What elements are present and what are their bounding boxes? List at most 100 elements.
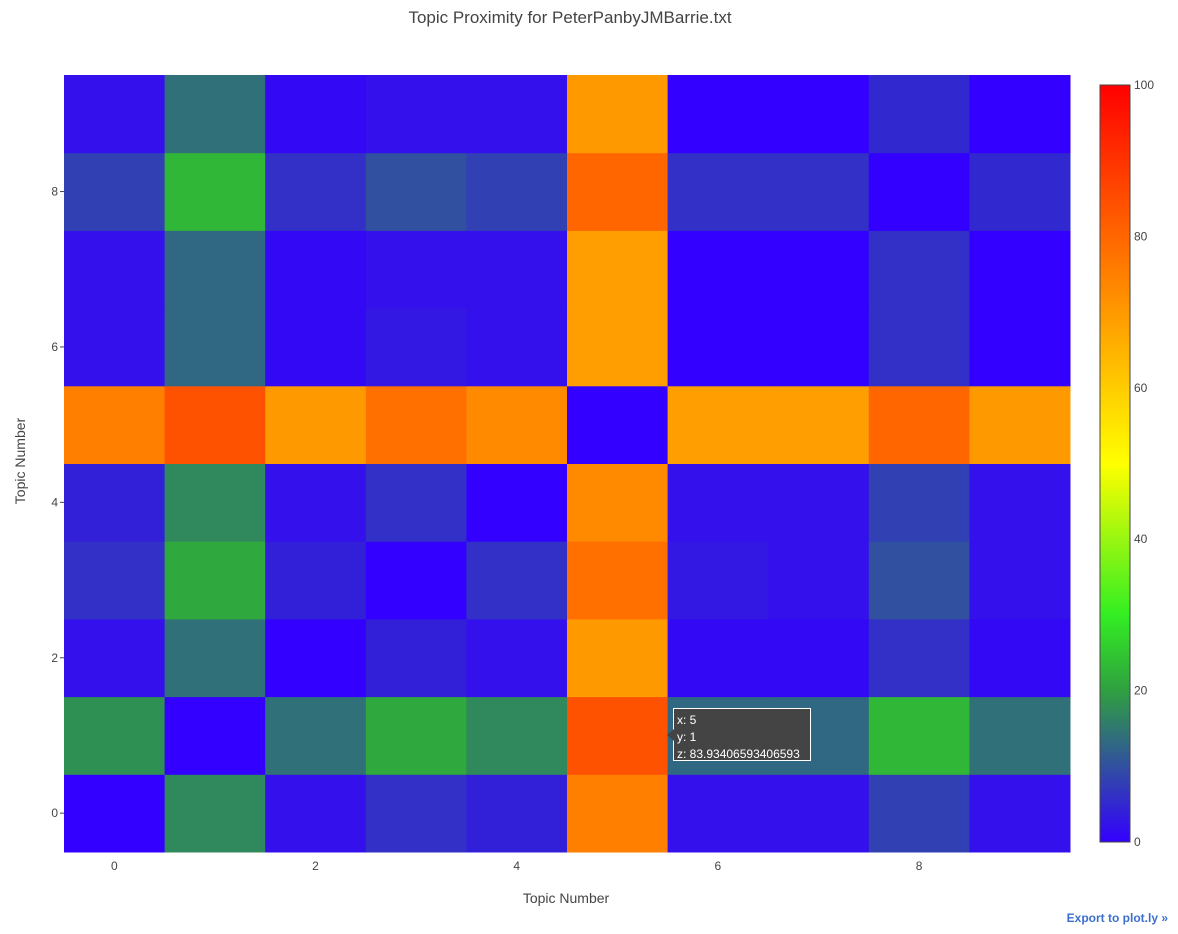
heatmap-cell-x5-y8[interactable] [567, 152, 669, 231]
heatmap-cell-x3-y8[interactable] [365, 152, 467, 231]
heatmap-cell-x2-y8[interactable] [265, 152, 367, 231]
heatmap-cell-x0-y9[interactable] [64, 75, 166, 154]
heatmap-cell-x7-y3[interactable] [768, 541, 870, 620]
heatmap-cell-x4-y8[interactable] [466, 152, 568, 231]
heatmap-cell-x0-y4[interactable] [64, 463, 166, 542]
heatmap-cell-x5-y2[interactable] [567, 618, 669, 698]
heatmap-cell-x8-y3[interactable] [868, 541, 970, 620]
heatmap-cell-x7-y0[interactable] [768, 774, 870, 853]
heatmap-cell-x0-y3[interactable] [64, 541, 166, 620]
heatmap-cell-x5-y3[interactable] [567, 541, 669, 620]
heatmap-cell-x8-y2[interactable] [868, 618, 970, 698]
heatmap-cell-x0-y8[interactable] [64, 152, 166, 231]
heatmap-cell-x0-y6[interactable] [64, 308, 166, 387]
heatmap-cell-x6-y4[interactable] [667, 463, 769, 542]
heatmap-cell-x5-y6[interactable] [567, 308, 669, 387]
heatmap-cell-x2-y9[interactable] [265, 75, 367, 154]
heatmap-cell-x1-y7[interactable] [164, 230, 266, 309]
heatmap-cell-x5-y0[interactable] [567, 774, 669, 853]
heatmap-cell-x2-y0[interactable] [265, 774, 367, 853]
heatmap-cell-x7-y5[interactable] [768, 385, 870, 464]
heatmap-cell-x6-y6[interactable] [667, 308, 769, 387]
heatmap-cell-x1-y9[interactable] [164, 75, 266, 154]
heatmap-cell-x9-y9[interactable] [969, 75, 1071, 154]
heatmap-cell-x6-y0[interactable] [667, 774, 769, 853]
heatmap-cell-x8-y0[interactable] [868, 774, 970, 853]
heatmap-cell-x4-y0[interactable] [466, 774, 568, 853]
heatmap-cell-x2-y6[interactable] [265, 308, 367, 387]
heatmap-cell-x2-y4[interactable] [265, 463, 367, 542]
heatmap-cell-x1-y5[interactable] [164, 385, 266, 464]
heatmap-cell-x3-y7[interactable] [365, 230, 467, 309]
heatmap-cell-x3-y2[interactable] [365, 618, 467, 698]
heatmap-cell-x5-y5[interactable] [567, 385, 669, 464]
heatmap-cell-x3-y6[interactable] [365, 308, 467, 387]
heatmap-cell-x0-y5[interactable] [64, 385, 166, 464]
heatmap-cell-x1-y8[interactable] [164, 152, 266, 231]
heatmap-cell-x4-y3[interactable] [466, 541, 568, 620]
heatmap-cell-x9-y0[interactable] [969, 774, 1071, 853]
heatmap-cell-x2-y1[interactable] [265, 696, 367, 775]
heatmap-cell-x9-y4[interactable] [969, 463, 1071, 542]
heatmap-cell-x6-y5[interactable] [667, 385, 769, 464]
heatmap-cell-x9-y6[interactable] [969, 308, 1071, 387]
heatmap-cell-x7-y6[interactable] [768, 308, 870, 387]
heatmap-cell-x3-y9[interactable] [365, 75, 467, 154]
heatmap-cell-x5-y7[interactable] [567, 230, 669, 309]
heatmap-cell-x8-y1[interactable] [868, 696, 970, 775]
heatmap-cell-x8-y6[interactable] [868, 308, 970, 387]
heatmap-cell-x0-y1[interactable] [64, 696, 166, 775]
heatmap-cell-x6-y7[interactable] [667, 230, 769, 309]
heatmap-cell-x4-y4[interactable] [466, 463, 568, 542]
heatmap-cell-x6-y3[interactable] [667, 541, 769, 620]
heatmap-cell-x4-y7[interactable] [466, 230, 568, 309]
heatmap-cell-x4-y2[interactable] [466, 618, 568, 698]
heatmap-cell-x5-y1[interactable] [567, 696, 669, 775]
heatmap-cell-x7-y7[interactable] [768, 230, 870, 309]
heatmap-cell-x7-y9[interactable] [768, 75, 870, 154]
heatmap-cell-x3-y4[interactable] [365, 463, 467, 542]
heatmap-cell-x1-y2[interactable] [164, 618, 266, 698]
heatmap-cell-x9-y2[interactable] [969, 618, 1071, 698]
heatmap-cell-x0-y2[interactable] [64, 618, 166, 698]
heatmap-cell-x1-y4[interactable] [164, 463, 266, 542]
heatmap-cell-x4-y9[interactable] [466, 75, 568, 154]
heatmap-cell-x9-y1[interactable] [969, 696, 1071, 775]
heatmap-cell-x7-y2[interactable] [768, 618, 870, 698]
heatmap-cell-x3-y0[interactable] [365, 774, 467, 853]
heatmap-cell-x8-y4[interactable] [868, 463, 970, 542]
heatmap-cell-x1-y3[interactable] [164, 541, 266, 620]
export-to-plotly-link[interactable]: Export to plot.ly » [1066, 911, 1168, 925]
heatmap-cell-x8-y5[interactable] [868, 385, 970, 464]
heatmap-cell-x0-y7[interactable] [64, 230, 166, 309]
heatmap-cell-x4-y5[interactable] [466, 385, 568, 464]
heatmap-cell-x8-y7[interactable] [868, 230, 970, 309]
heatmap-cell-x1-y1[interactable] [164, 696, 266, 775]
heatmap-cell-x8-y9[interactable] [868, 75, 970, 154]
heatmap-cell-x9-y8[interactable] [969, 152, 1071, 231]
heatmap-cell-x0-y0[interactable] [64, 774, 166, 853]
heatmap-cell-x4-y1[interactable] [466, 696, 568, 775]
heatmap-cell-x7-y8[interactable] [768, 152, 870, 231]
heatmap-cell-x3-y5[interactable] [365, 385, 467, 464]
heatmap-cell-x6-y8[interactable] [667, 152, 769, 231]
heatmap-cell-x9-y7[interactable] [969, 230, 1071, 309]
heatmap-cell-x1-y0[interactable] [164, 774, 266, 853]
heatmap-cell-x8-y8[interactable] [868, 152, 970, 231]
heatmap-cell-x7-y4[interactable] [768, 463, 870, 542]
heatmap-cell-x9-y3[interactable] [969, 541, 1071, 620]
heatmap-cell-x6-y2[interactable] [667, 618, 769, 698]
heatmap-cell-x5-y9[interactable] [567, 75, 669, 154]
heatmap-cell-x1-y6[interactable] [164, 308, 266, 387]
heatmap-cell-x2-y2[interactable] [265, 618, 367, 698]
heatmap-cell-x2-y3[interactable] [265, 541, 367, 620]
heatmap-cell-x2-y7[interactable] [265, 230, 367, 309]
heatmap-cell-x6-y9[interactable] [667, 75, 769, 154]
heatmap-cell-x9-y5[interactable] [969, 385, 1071, 464]
heatmap-cell-x4-y6[interactable] [466, 308, 568, 387]
heatmap-cell-x2-y5[interactable] [265, 385, 367, 464]
heatmap-cell-x3-y3[interactable] [365, 541, 467, 620]
heatmap-cell-x3-y1[interactable] [365, 696, 467, 775]
heatmap-cell-x5-y4[interactable] [567, 463, 669, 542]
